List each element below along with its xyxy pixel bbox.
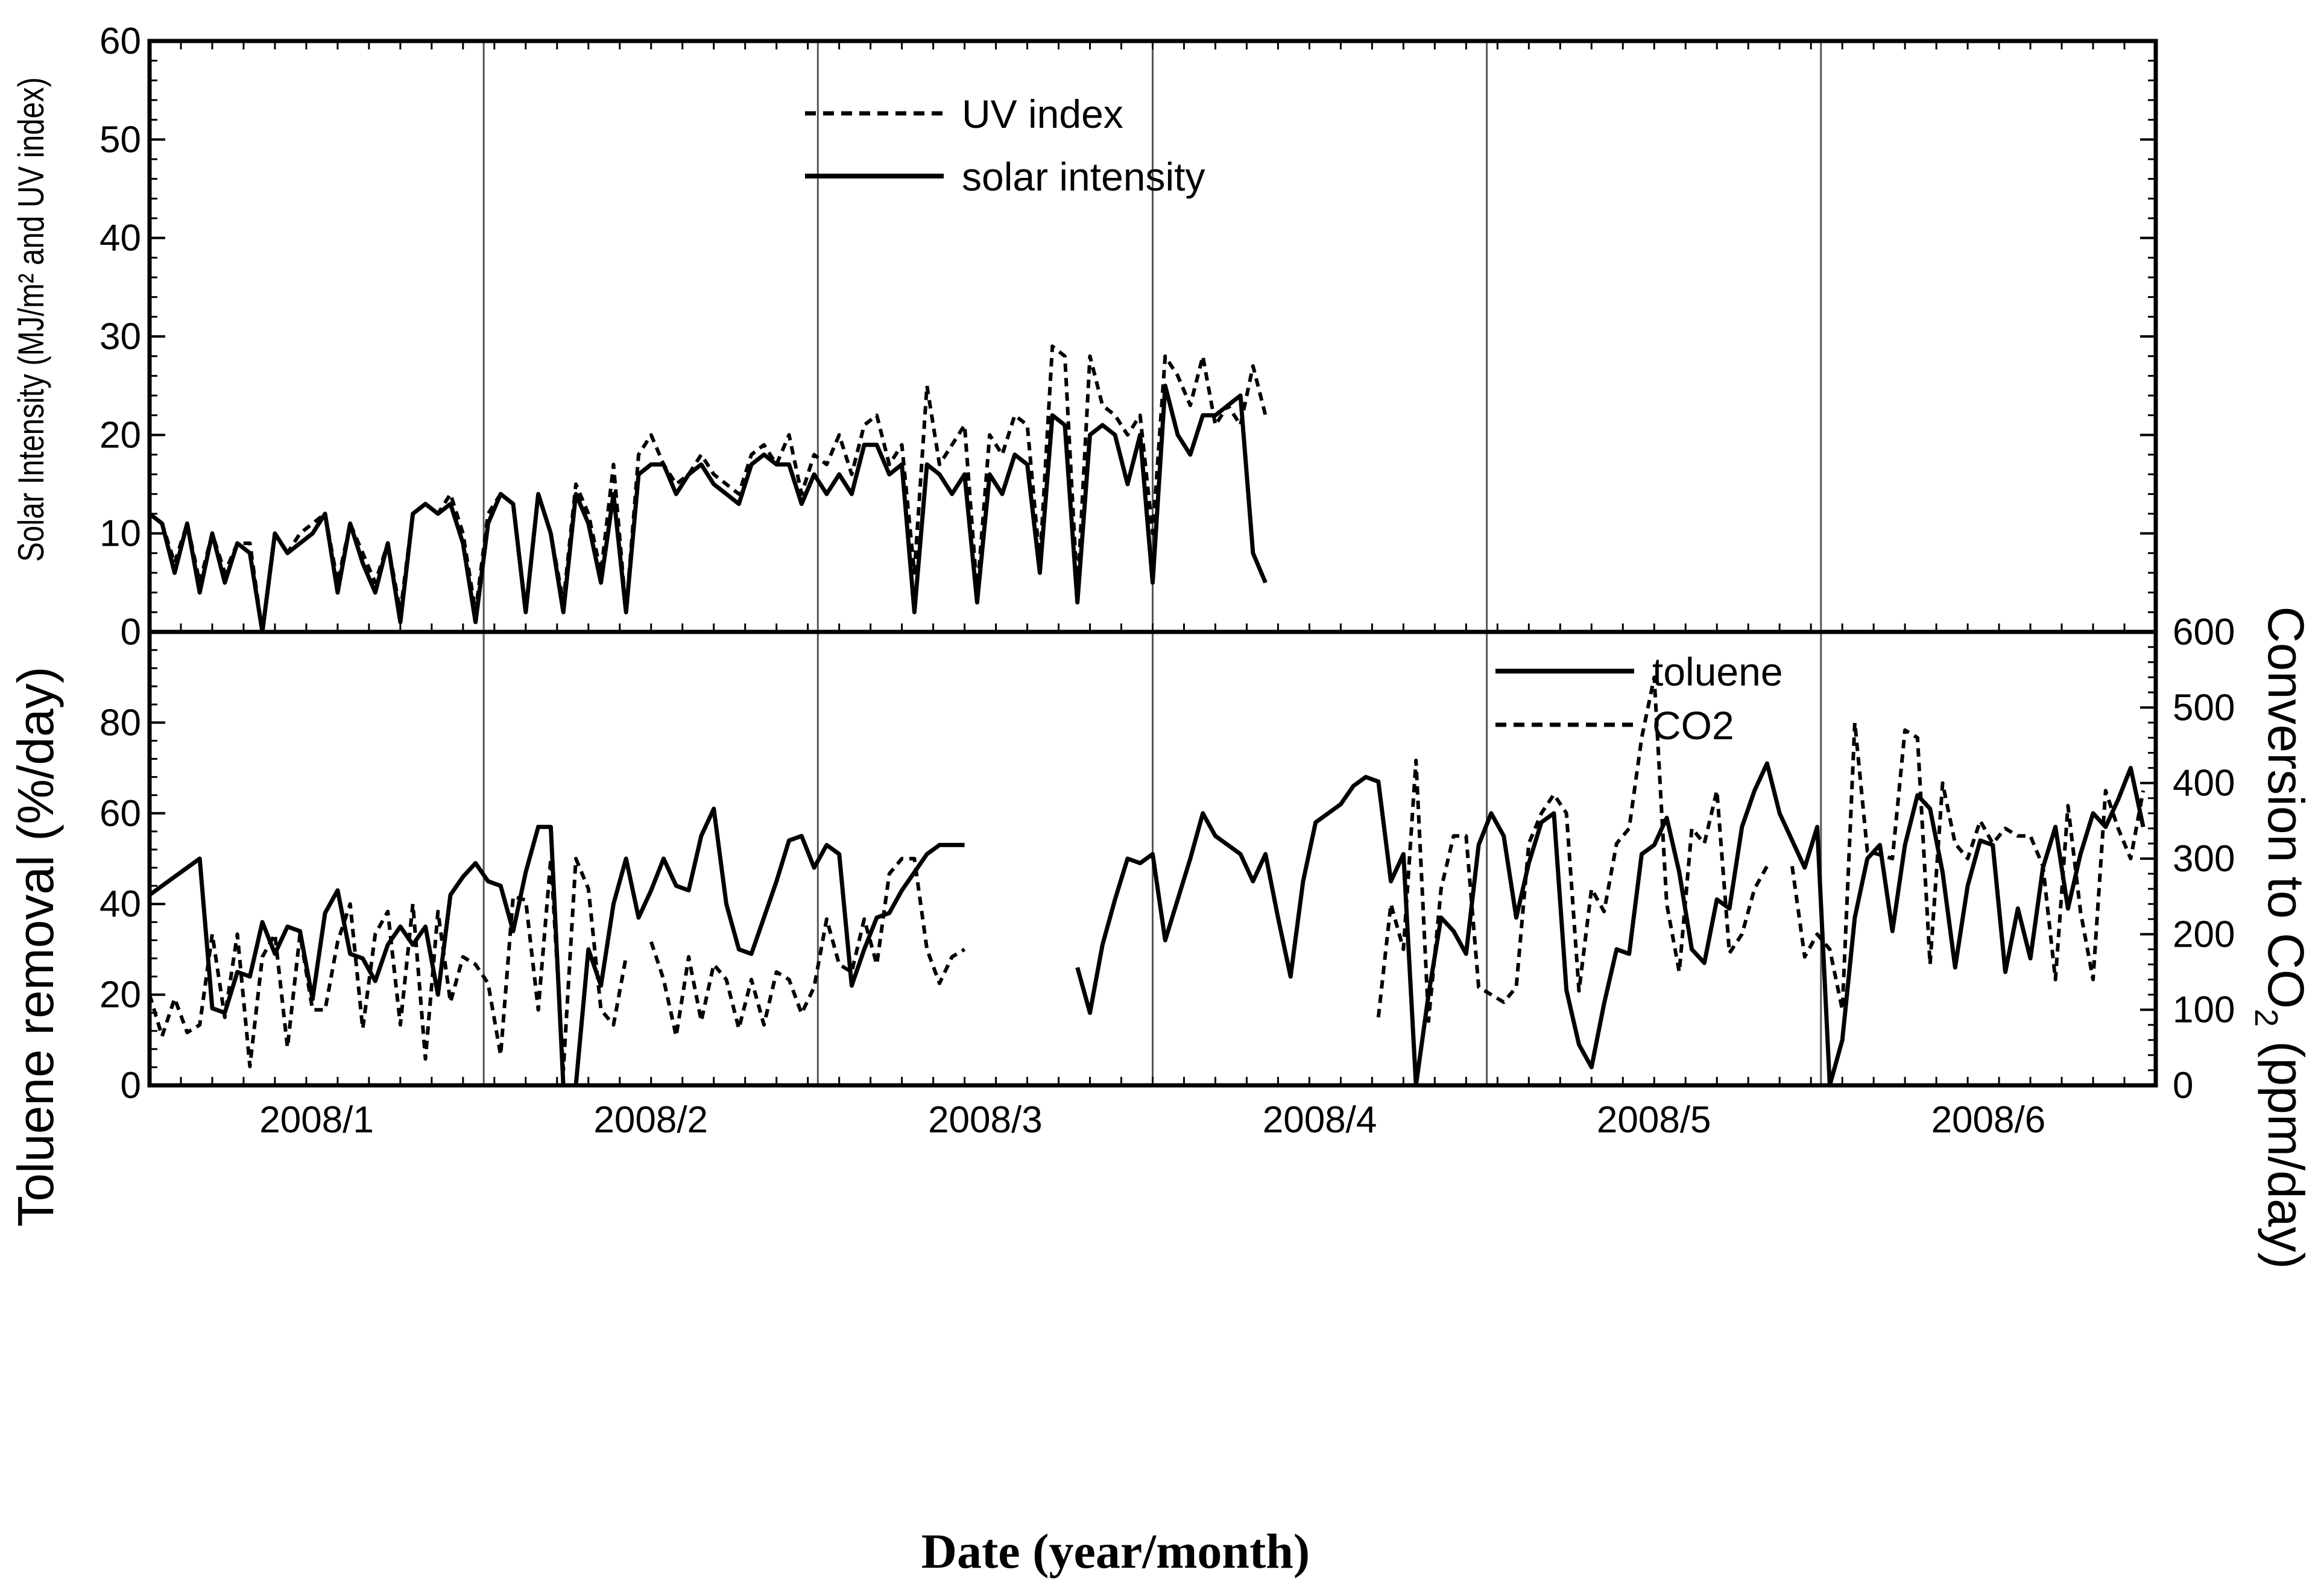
bottom-y-tick-label: 40	[99, 883, 141, 925]
tick-labels: 0102030405060020406080010020030040050060…	[99, 21, 2235, 1141]
right-y-tick-label: 0	[2173, 1065, 2193, 1106]
right-y-tick-label: 600	[2173, 611, 2235, 653]
co2-line-segment	[1376, 675, 1769, 1023]
top-legend: UV index solar intensity	[805, 92, 1205, 199]
series-lines	[148, 344, 2146, 1088]
uv-index-line	[148, 344, 1268, 634]
legend-toluene-label: toluene	[1652, 649, 1783, 694]
legend-co2-label: CO2	[1652, 703, 1734, 748]
legend-uv-index-label: UV index	[962, 92, 1123, 136]
x-tick-label: 2008/4	[1263, 1099, 1377, 1141]
bottom-y-tick-label: 60	[99, 793, 141, 835]
top-y-tick-label: 20	[99, 414, 141, 456]
legend-solar-intensity-label: solar intensity	[962, 154, 1205, 199]
axis-ticks	[148, 40, 2157, 1087]
top-y-tick-label: 0	[121, 611, 141, 653]
top-y-tick-label: 50	[99, 119, 141, 160]
bottom-y-axis-title: Toluene removal (%/day)	[7, 666, 64, 1226]
x-axis-title: Date (year/month)	[921, 1524, 1310, 1579]
top-y-tick-label: 60	[99, 21, 141, 62]
top-y-tick-label: 10	[99, 513, 141, 555]
right-y-tick-label: 500	[2173, 687, 2235, 728]
toluene-line-segment	[148, 806, 965, 1088]
x-tick-label: 2008/1	[259, 1099, 374, 1141]
top-y-axis-title: Solar Intensity (MJ/m² and UV index)	[10, 77, 51, 562]
right-y-tick-label: 200	[2173, 913, 2235, 955]
x-tick-label: 2008/2	[593, 1099, 708, 1141]
co2-line-segment	[148, 857, 628, 1072]
right-y-axis-title-tail: (ppm/day)	[2258, 1027, 2314, 1269]
bottom-legend: toluene CO2	[1495, 649, 1783, 748]
right-y-axis-title-main: Conversion to CO	[2258, 606, 2314, 1009]
right-y-tick-label: 400	[2173, 763, 2235, 804]
bottom-y-tick-label: 80	[99, 702, 141, 743]
co2-line-segment	[1790, 721, 2146, 1012]
top-y-tick-label: 30	[99, 316, 141, 358]
bottom-y-tick-label: 0	[121, 1065, 141, 1106]
right-y-tick-label: 100	[2173, 989, 2235, 1031]
x-tick-label: 2008/6	[1931, 1099, 2046, 1141]
right-y-axis-title: Conversion to CO2 (ppm/day)	[2248, 606, 2314, 1269]
co2-line-segment	[649, 857, 966, 1038]
solar-intensity-line	[148, 383, 1268, 634]
x-tick-label: 2008/3	[928, 1099, 1043, 1141]
right-y-tick-label: 300	[2173, 838, 2235, 880]
x-tick-label: 2008/5	[1597, 1099, 1711, 1141]
right-y-axis-title-subscript: 2	[2248, 1009, 2284, 1027]
bottom-y-tick-label: 20	[99, 974, 141, 1016]
top-y-tick-label: 40	[99, 218, 141, 259]
toluene-line-segment	[1075, 761, 2146, 1088]
